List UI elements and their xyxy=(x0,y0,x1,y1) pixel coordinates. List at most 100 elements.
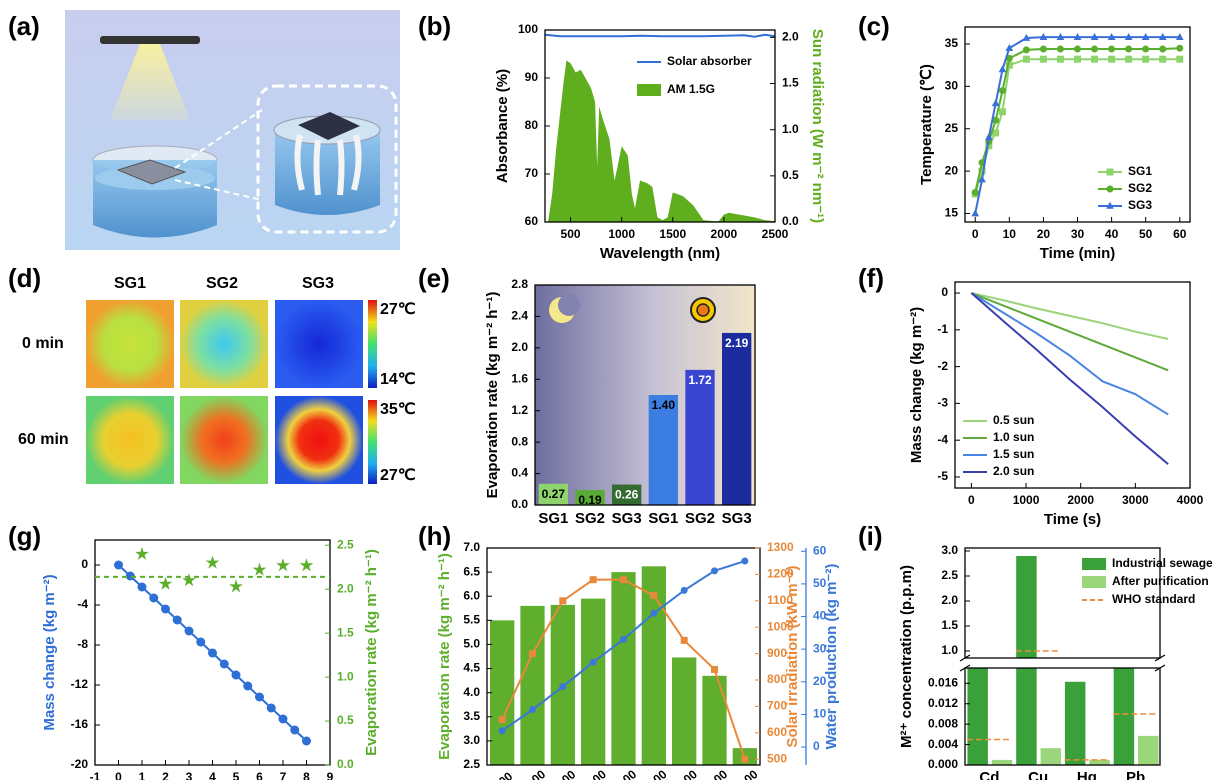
y-tick-label: 0.016 xyxy=(928,675,958,689)
marker xyxy=(1074,45,1081,53)
axis-title: Evaporation rate (kg m⁻² h⁻¹) xyxy=(363,549,380,756)
x-tick-label: 9 xyxy=(327,770,334,780)
marker xyxy=(498,727,506,735)
marker xyxy=(1141,32,1150,40)
x-tick-label: 3 xyxy=(186,770,193,780)
axis-break xyxy=(959,654,971,662)
x-tick-label: 10:00 xyxy=(516,767,549,780)
marker xyxy=(680,636,688,644)
bar xyxy=(1040,748,1062,765)
y-tick-label: 0.004 xyxy=(928,737,958,751)
marker xyxy=(978,175,986,183)
marker xyxy=(243,681,253,691)
y-tick-label: 0.5 xyxy=(782,168,799,182)
y-tick-label: 2.0 xyxy=(337,581,354,595)
x-tick-label: 4 xyxy=(209,770,216,780)
y-tick-label: 5.0 xyxy=(463,637,480,651)
marker xyxy=(1106,185,1114,193)
column-label: SG2 xyxy=(206,275,238,292)
value-label: 1.72 xyxy=(688,373,712,387)
x-tick-label: 7 xyxy=(280,770,287,780)
panel-label: (g) xyxy=(8,521,41,551)
marker xyxy=(149,593,159,603)
y-tick-label: 0.0 xyxy=(511,497,528,511)
bar xyxy=(641,566,666,765)
x-tick-label: 1000 xyxy=(1013,493,1040,507)
y-tick-label: 2.0 xyxy=(782,30,799,44)
marker xyxy=(158,576,173,590)
bar xyxy=(1016,556,1037,658)
bar xyxy=(581,598,606,765)
x-tick-label: 14:00 xyxy=(637,767,670,780)
marker xyxy=(290,725,300,735)
legend-label: Solar absorber xyxy=(667,54,752,68)
axis-title: Evaporation rate (kg m⁻² h⁻¹) xyxy=(484,292,501,499)
x-tick-label: Cd xyxy=(979,769,999,780)
marker xyxy=(184,626,194,636)
x-tick-label: SG3 xyxy=(612,510,642,527)
y-tick-label: 1000 xyxy=(767,619,794,633)
y-tick-label: 3.0 xyxy=(941,543,958,557)
y-tick-label: 20 xyxy=(945,163,959,177)
marker xyxy=(299,558,314,572)
y-tick-label: 1.5 xyxy=(941,618,958,632)
panel-label: (d) xyxy=(8,263,41,293)
data-line xyxy=(971,292,1169,340)
plot-frame xyxy=(534,284,756,506)
y-tick-label: 25 xyxy=(945,121,959,135)
y-tick-label: 60 xyxy=(525,214,539,228)
marker xyxy=(1108,55,1116,63)
marker xyxy=(529,706,536,714)
x-tick-label: 1000 xyxy=(608,227,635,241)
marker xyxy=(998,65,1007,73)
marker xyxy=(741,557,749,565)
y-tick-label: 6.5 xyxy=(463,564,480,578)
marker xyxy=(172,615,182,625)
axis-title: Mass change (kg m⁻²) xyxy=(908,307,925,463)
x-tick-label: 5 xyxy=(233,770,240,780)
legend-label: Industrial sewage xyxy=(1112,556,1213,570)
y-tick-label: 6.0 xyxy=(463,588,480,602)
marker xyxy=(125,571,135,581)
y-tick-label: 1.0 xyxy=(782,122,799,136)
y-tick-label: 0.012 xyxy=(928,696,958,710)
bar xyxy=(1113,668,1135,765)
y-tick-label: 0 xyxy=(813,739,820,753)
y-tick-label: 30 xyxy=(945,79,959,93)
bar xyxy=(1138,735,1159,765)
bar xyxy=(685,369,715,505)
marker xyxy=(991,99,1000,107)
marker xyxy=(276,558,290,572)
bar xyxy=(1089,759,1110,765)
bar xyxy=(991,759,1013,765)
axis-title: Sun radiation (W m⁻² nm⁻¹) xyxy=(809,29,826,223)
marker xyxy=(196,637,206,647)
y-tick-label: -2 xyxy=(937,359,948,373)
bar xyxy=(967,668,988,765)
value-label: 0.26 xyxy=(615,488,639,502)
marker xyxy=(529,650,536,658)
marker xyxy=(620,576,627,584)
y-tick-label: 2.5 xyxy=(463,757,480,771)
y-tick-label: 4.0 xyxy=(463,685,480,699)
marker xyxy=(1056,55,1064,63)
bar xyxy=(648,395,678,505)
legend-label: WHO standard xyxy=(1112,592,1195,606)
legend-label: SG2 xyxy=(1128,181,1152,195)
marker xyxy=(1005,44,1014,51)
y-tick-label: 700 xyxy=(767,699,787,713)
marker xyxy=(278,714,288,724)
x-tick-label: 10 xyxy=(1003,227,1017,241)
y-tick-label: -12 xyxy=(71,677,89,691)
y-tick-label: 100 xyxy=(518,22,538,36)
marker xyxy=(1106,201,1114,209)
marker xyxy=(229,579,243,593)
colorbar-label: 27℃ xyxy=(380,301,416,318)
marker xyxy=(1124,32,1133,40)
y-tick-label: 20 xyxy=(813,674,827,688)
marker xyxy=(1091,45,1099,53)
x-tick-label: 40 xyxy=(1105,227,1119,241)
x-tick-label: Cu xyxy=(1028,769,1048,780)
legend-swatch xyxy=(1082,576,1106,588)
marker xyxy=(650,609,658,617)
